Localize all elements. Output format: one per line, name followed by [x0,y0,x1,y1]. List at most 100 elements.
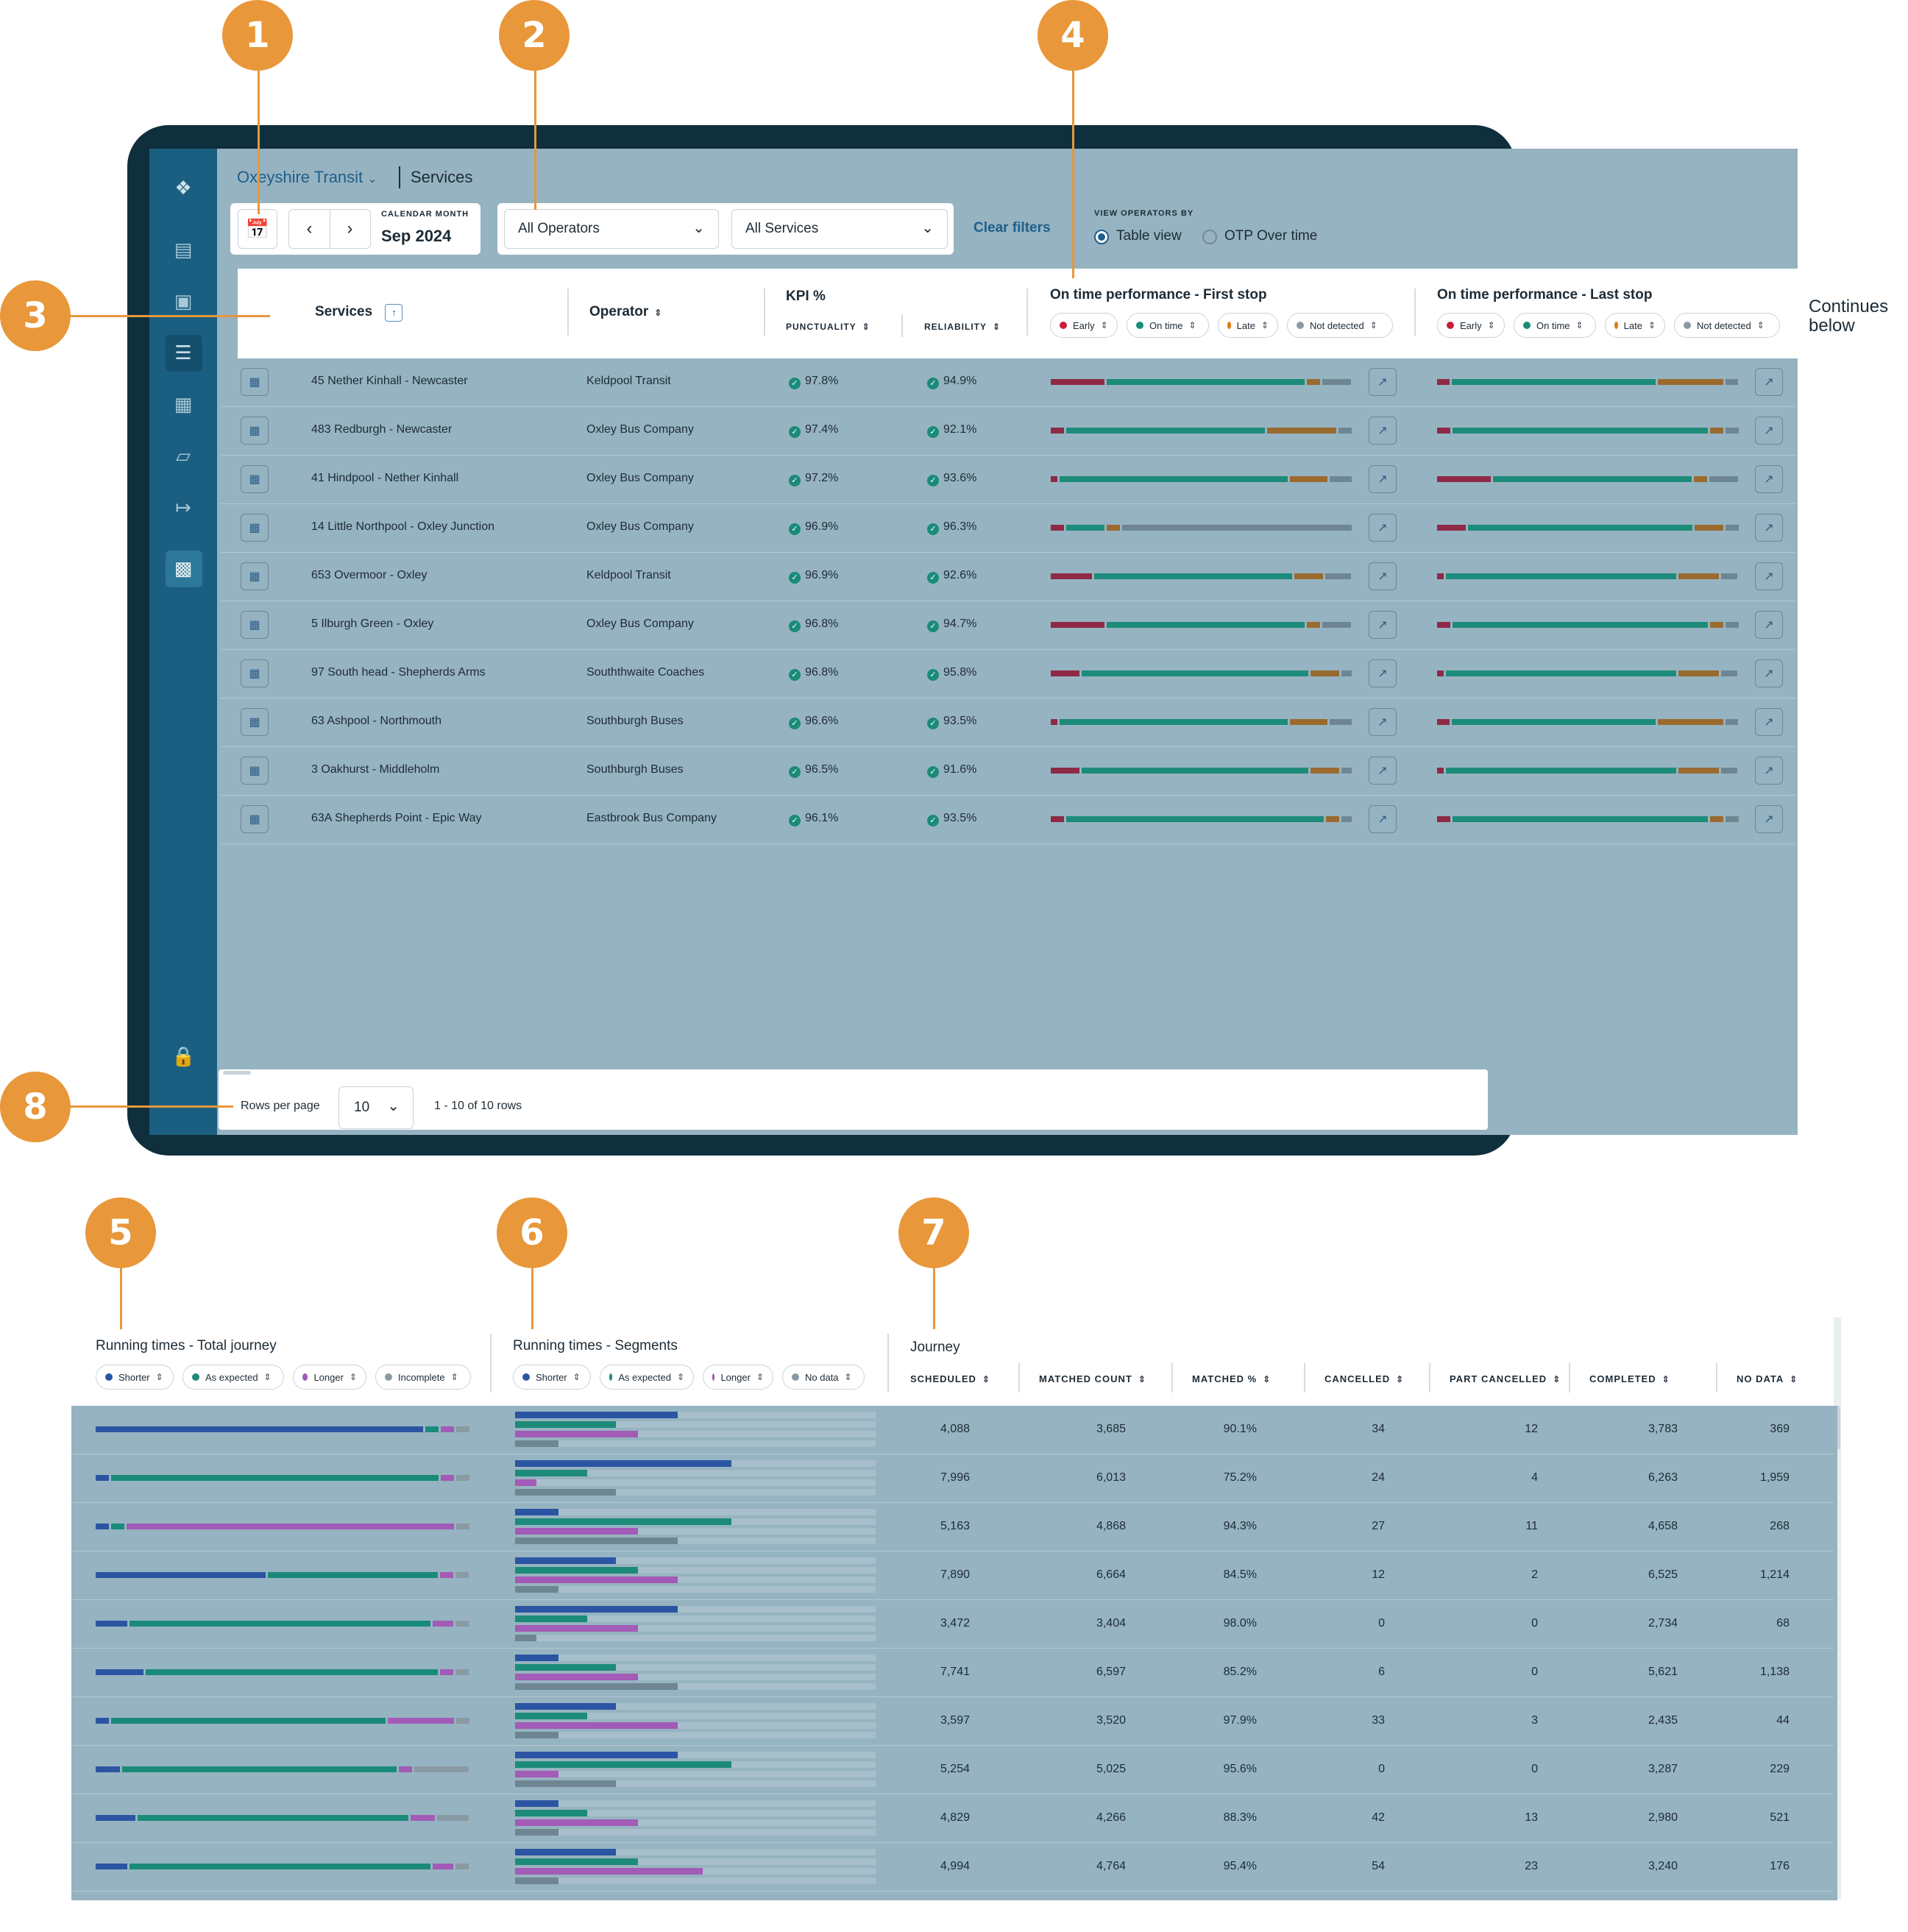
legend-pill-0[interactable]: Early ⇕ [1050,313,1118,338]
trend-chart-button[interactable]: ↗ [1369,368,1397,396]
rt-legend-pill[interactable]: As expected ⇕ [182,1365,284,1390]
reliability-header[interactable]: RELIABILITY ⇕ [924,322,1001,332]
journey-col-header[interactable]: MATCHED COUNT ⇕ [1039,1373,1146,1384]
service-details-button[interactable]: ▦ [241,659,269,687]
list-icon[interactable]: ☰ [174,342,192,364]
legend-pill-2[interactable]: Late ⇕ [1218,313,1278,338]
legend-pill-3[interactable]: Not detected ⇕ [1674,313,1780,338]
vertical-scrollbar[interactable] [1834,1317,1841,1899]
export-icon[interactable]: ↦ [175,497,191,519]
rt-legend-pill[interactable]: Longer ⇕ [293,1365,366,1390]
service-name[interactable]: 653 Overmoor - Oxley [311,569,428,581]
prev-month-button[interactable]: ‹ [289,210,330,248]
service-details-button[interactable]: ▦ [241,417,269,445]
service-details-button[interactable]: ▦ [241,757,269,785]
sort-asc-icon[interactable]: ↑ [385,304,403,322]
trend-chart-button[interactable]: ↗ [1755,417,1783,445]
trend-chart-button[interactable]: ↗ [1369,611,1397,639]
trend-chart-button[interactable]: ↗ [1369,562,1397,590]
trend-chart-button[interactable]: ↗ [1369,757,1397,785]
trend-chart-button[interactable]: ↗ [1369,805,1397,833]
resize-handle[interactable] [223,1071,251,1075]
legend-pill-0[interactable]: Early ⇕ [1437,313,1505,338]
journey-col-header[interactable]: NO DATA ⇕ [1737,1373,1798,1384]
journey-col-header[interactable]: PART CANCELLED ⇕ [1450,1373,1561,1384]
service-details-button[interactable]: ▦ [241,611,269,639]
continued-row[interactable]: 4,994 4,764 95.4% 54 23 3,240 176 [71,1843,1834,1892]
rt-legend-pill[interactable]: As expected ⇕ [600,1365,694,1390]
table-view-radio[interactable] [1094,230,1109,244]
rt-legend-pill[interactable]: Shorter ⇕ [513,1365,591,1390]
service-name[interactable]: 63 Ashpool - Northmouth [311,715,441,727]
table-row[interactable]: ▦ 41 Hindpool - Nether Kinhall Oxley Bus C… [221,456,1795,504]
service-name[interactable]: 63A Shepherds Point - Epic Way [311,812,482,824]
service-name[interactable]: 5 Ilburgh Green - Oxley [311,618,434,630]
service-name[interactable]: 45 Nether Kinhall - Newcaster [311,375,468,387]
trend-chart-button[interactable]: ↗ [1369,465,1397,493]
calendar-icon[interactable]: 📅 [238,209,277,249]
services-select[interactable]: All Services ⌄ [731,209,948,249]
rows-per-page-select[interactable]: 10 ⌄ [338,1086,414,1129]
operators-select[interactable]: All Operators ⌄ [504,209,719,249]
table-row[interactable]: ▦ 3 Oakhurst - Middleholm Southburgh Buses… [221,747,1795,796]
journey-col-header[interactable]: CANCELLED ⇕ [1324,1373,1404,1384]
continued-row[interactable]: 7,741 6,597 85.2% 6 0 5,621 1,138 [71,1649,1834,1697]
journey-col-header[interactable]: SCHEDULED ⇕ [910,1373,990,1384]
table-row[interactable]: ▦ 63 Ashpool - Northmouth Southburgh Buses… [221,698,1795,747]
rt-legend-pill[interactable]: Incomplete ⇕ [375,1365,471,1390]
service-name[interactable]: 41 Hindpool - Nether Kinhall [311,472,459,484]
legend-pill-1[interactable]: On time ⇕ [1127,313,1209,338]
clear-filters-link[interactable]: Clear filters [973,220,1051,236]
trend-chart-button[interactable]: ↗ [1755,708,1783,736]
services-header[interactable]: Services ↑ [315,304,403,322]
trend-chart-button[interactable]: ↗ [1755,368,1783,396]
service-details-button[interactable]: ▦ [241,514,269,542]
lock-icon[interactable]: 🔒 [171,1046,196,1068]
trend-chart-button[interactable]: ↗ [1369,514,1397,542]
service-name[interactable]: 3 Oakhurst - Middleholm [311,763,440,776]
grid-icon[interactable]: ▦ [174,394,193,416]
legend-pill-3[interactable]: Not detected ⇕ [1287,313,1393,338]
trend-chart-button[interactable]: ↗ [1755,757,1783,785]
continued-row[interactable]: 7,890 6,664 84.5% 12 2 6,525 1,214 [71,1551,1834,1600]
table-row[interactable]: ▦ 45 Nether Kinhall - Newcaster Keldpool T… [221,358,1795,407]
service-details-button[interactable]: ▦ [241,708,269,736]
table-row[interactable]: ▦ 5 Ilburgh Green - Oxley Oxley Bus Compan… [221,601,1795,650]
trend-chart-button[interactable]: ↗ [1369,417,1397,445]
trend-chart-button[interactable]: ↗ [1755,562,1783,590]
service-name[interactable]: 14 Little Northpool - Oxley Junction [311,520,495,533]
table-row[interactable]: ▦ 14 Little Northpool - Oxley Junction Oxl… [221,504,1795,553]
table-row[interactable]: ▦ 97 South head - Shepherds Arms Souththwa… [221,650,1795,698]
journey-col-header[interactable]: COMPLETED ⇕ [1589,1373,1670,1384]
service-name[interactable]: 97 South head - Shepherds Arms [311,666,486,679]
rt-legend-pill[interactable]: Shorter ⇕ [96,1365,174,1390]
service-details-button[interactable]: ▦ [241,805,269,833]
trend-chart-button[interactable]: ↗ [1755,611,1783,639]
continued-row[interactable]: 7,996 6,013 75.2% 24 4 6,263 1,959 [71,1454,1834,1503]
continued-row[interactable]: 4,088 3,685 90.1% 34 12 3,783 369 [71,1406,1834,1454]
trend-chart-button[interactable]: ↗ [1755,465,1783,493]
continued-row[interactable]: 4,829 4,266 88.3% 42 13 2,980 521 [71,1794,1834,1843]
continued-row[interactable]: 3,597 3,520 97.9% 33 3 2,435 44 [71,1697,1834,1746]
service-name[interactable]: 483 Redburgh - Newcaster [311,423,453,436]
journey-col-header[interactable]: MATCHED % ⇕ [1192,1373,1271,1384]
continued-row[interactable]: 3,472 3,404 98.0% 0 0 2,734 68 [71,1600,1834,1649]
operator-header[interactable]: Operator ⇕ [589,304,662,319]
table-row[interactable]: ▦ 653 Overmoor - Oxley Keldpool Transit ✓ 96… [221,553,1795,601]
service-details-button[interactable]: ▦ [241,562,269,590]
legend-pill-2[interactable]: Late ⇕ [1605,313,1665,338]
rt-legend-pill[interactable]: No data ⇕ [782,1365,865,1390]
trend-chart-button[interactable]: ↗ [1755,805,1783,833]
table-row[interactable]: ▦ 483 Redburgh - Newcaster Oxley Bus Compa… [221,407,1795,456]
service-details-button[interactable]: ▦ [241,465,269,493]
bus-icon[interactable]: ▣ [174,291,193,313]
next-month-button[interactable]: › [347,219,353,238]
rt-legend-pill[interactable]: Longer ⇕ [703,1365,773,1390]
map-icon[interactable]: ▱ [176,445,191,467]
service-details-button[interactable]: ▦ [241,368,269,396]
dashboard-icon[interactable]: ▤ [174,239,193,261]
punctuality-header[interactable]: PUNCTUALITY ⇕ [786,322,870,332]
otp-over-time-radio[interactable] [1202,230,1217,244]
trend-chart-button[interactable]: ↗ [1369,659,1397,687]
continued-row[interactable]: 5,254 5,025 95.6% 0 0 3,287 229 [71,1746,1834,1794]
